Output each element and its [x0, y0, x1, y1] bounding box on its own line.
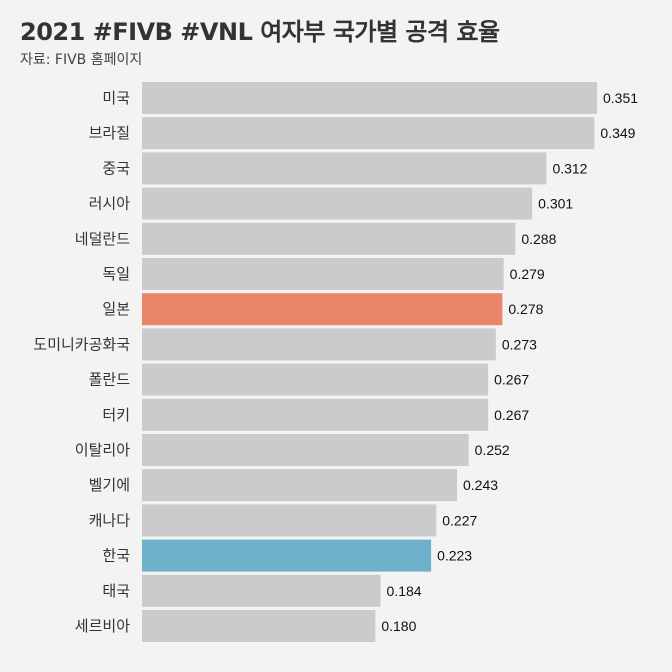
category-label: 러시아 — [89, 195, 131, 213]
chart-subtitle: 자료: FIVB 홈페이지 — [20, 52, 143, 68]
bar-3 — [142, 187, 533, 220]
category-label: 미국 — [102, 89, 130, 107]
value-label: 0.227 — [442, 512, 477, 528]
value-label: 0.184 — [387, 583, 422, 599]
value-label: 0.273 — [502, 336, 537, 352]
value-label: 0.349 — [600, 125, 635, 141]
category-label: 터키 — [102, 406, 130, 424]
value-label: 0.267 — [494, 372, 529, 388]
bar-0 — [142, 82, 597, 114]
category-label: 캐나다 — [89, 511, 131, 529]
bar-4 — [142, 222, 516, 255]
bar-12 — [142, 504, 437, 537]
category-label: 도미니카공화국 — [33, 335, 130, 353]
value-label: 0.351 — [603, 90, 638, 106]
bar-2 — [142, 152, 547, 185]
bar-6 — [142, 293, 503, 326]
bar-1 — [142, 117, 595, 150]
value-label: 0.223 — [437, 548, 472, 564]
category-label: 브라질 — [89, 124, 130, 142]
category-label: 일본 — [102, 300, 130, 318]
value-label: 0.312 — [552, 160, 587, 176]
category-label: 네덜란드 — [75, 230, 130, 248]
value-label: 0.252 — [475, 442, 510, 458]
value-label: 0.288 — [521, 231, 556, 247]
category-label: 중국 — [102, 159, 130, 177]
chart-title: 2021 #FIVB #VNL 여자부 국가별 공격 효율 — [20, 18, 500, 46]
bar-8 — [142, 363, 489, 396]
value-label: 0.180 — [381, 618, 416, 634]
bar-13 — [142, 539, 432, 572]
value-label: 0.243 — [463, 477, 498, 493]
bar-14 — [142, 574, 381, 607]
category-label: 한국 — [102, 547, 130, 565]
value-label: 0.279 — [510, 266, 545, 282]
bar-5 — [142, 258, 504, 290]
category-label: 이탈리아 — [75, 441, 130, 459]
category-label: 태국 — [102, 582, 130, 600]
category-label: 폴란드 — [89, 371, 131, 389]
category-label: 독일 — [102, 265, 130, 283]
value-label: 0.301 — [538, 196, 573, 212]
bar-9 — [142, 398, 489, 431]
bar-11 — [142, 469, 457, 502]
value-label: 0.267 — [494, 407, 529, 423]
category-label: 벨기에 — [89, 476, 130, 494]
category-label: 세르비아 — [75, 617, 130, 635]
bar-10 — [142, 434, 469, 466]
value-label: 0.278 — [508, 301, 543, 317]
bar-15 — [142, 610, 376, 642]
bar-7 — [142, 328, 496, 361]
